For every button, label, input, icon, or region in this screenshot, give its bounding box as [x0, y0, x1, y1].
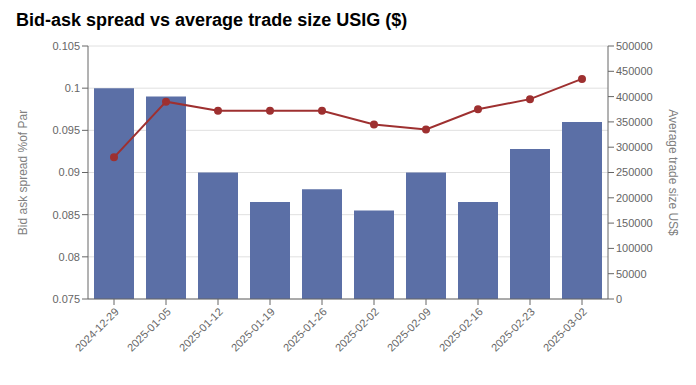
svg-text:0.075: 0.075: [52, 293, 80, 305]
svg-text:2024-12-29: 2024-12-29: [73, 305, 121, 353]
svg-text:0: 0: [616, 293, 622, 305]
svg-text:0.09: 0.09: [59, 166, 80, 178]
svg-text:2025-03-02: 2025-03-02: [541, 305, 589, 353]
svg-text:2025-02-16: 2025-02-16: [437, 305, 485, 353]
svg-text:0.08: 0.08: [59, 251, 80, 263]
svg-text:100000: 100000: [616, 242, 653, 254]
svg-text:2025-01-26: 2025-01-26: [281, 305, 329, 353]
svg-text:2025-02-02: 2025-02-02: [333, 305, 381, 353]
svg-text:450000: 450000: [616, 65, 653, 77]
html-text:Bid-ask spread vs average trad: Bid-ask spread vs average trade size USI…: [16, 10, 408, 30]
svg-text:0.105: 0.105: [52, 40, 80, 52]
svg-text:150000: 150000: [616, 217, 653, 229]
svg-text:Bid ask spread %of Par: Bid ask spread %of Par: [16, 110, 30, 235]
svg-text:2025-01-19: 2025-01-19: [229, 305, 277, 353]
svg-text:2025-02-23: 2025-02-23: [489, 305, 537, 353]
svg-text:2025-01-12: 2025-01-12: [177, 305, 225, 353]
svg-text:0.1: 0.1: [65, 82, 80, 94]
svg-text:300000: 300000: [616, 141, 653, 153]
svg-text:2025-01-05: 2025-01-05: [125, 305, 173, 353]
svg-text:400000: 400000: [616, 91, 653, 103]
svg-text:500000: 500000: [616, 40, 653, 52]
svg-text:250000: 250000: [616, 166, 653, 178]
svg-text:50000: 50000: [616, 268, 647, 280]
svg-text:350000: 350000: [616, 116, 653, 128]
svg-text:2025-02-09: 2025-02-09: [385, 305, 433, 353]
svg-text:200000: 200000: [616, 192, 653, 204]
svg-text:0.085: 0.085: [52, 209, 80, 221]
svg-text:Average trade size US$: Average trade size US$: [666, 109, 680, 236]
svg-text:0.095: 0.095: [52, 124, 80, 136]
